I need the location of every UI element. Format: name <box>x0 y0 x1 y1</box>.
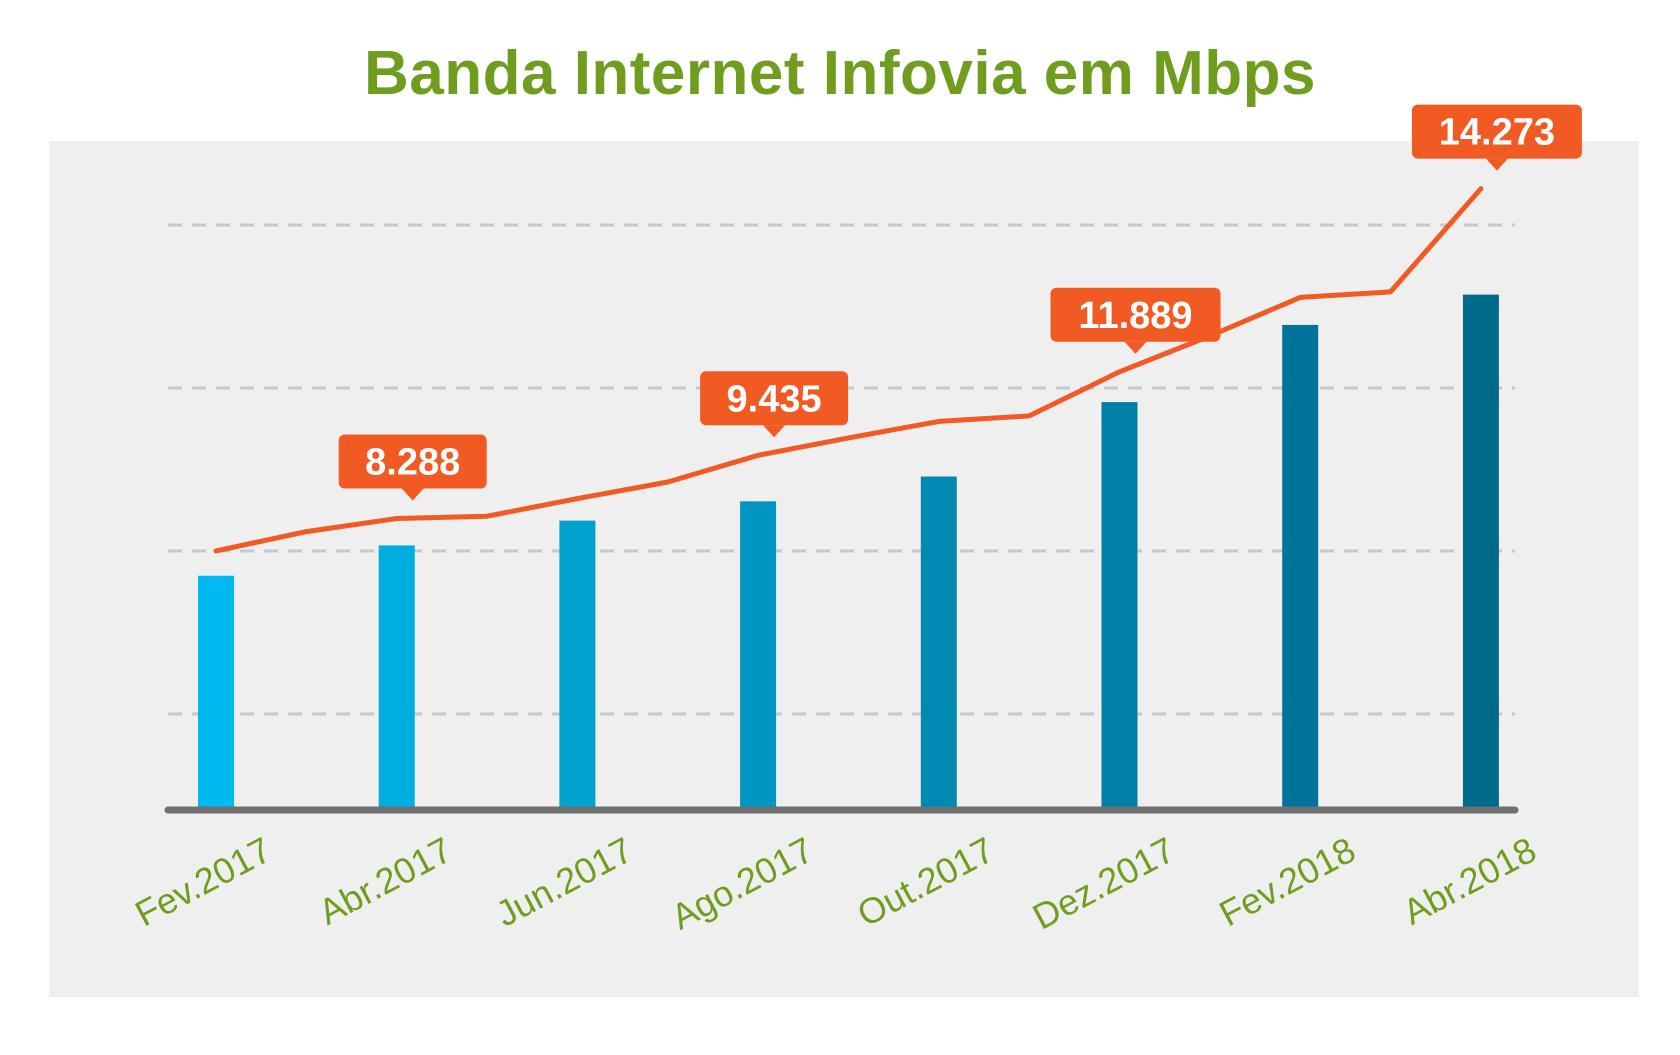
callout-pointer <box>1485 158 1508 171</box>
x-tick-Abr.2017: Abr.2017 <box>312 829 459 933</box>
callout-box <box>338 434 487 489</box>
callout-pointer <box>763 425 786 438</box>
callout-4: 14.273 <box>1411 104 1582 171</box>
bar-Fev.2018 <box>1282 324 1319 810</box>
callout-1: 8.288 <box>338 434 487 501</box>
bar-Dez.2017 <box>1101 402 1138 810</box>
callout-pointer <box>1124 341 1147 354</box>
x-tick-Ago.2017: Ago.2017 <box>664 829 819 938</box>
bars <box>198 294 1499 810</box>
callout-value: 8.288 <box>365 442 460 484</box>
callout-box <box>1050 287 1221 342</box>
x-tick-labels: Fev.2017 Abr.2017 Jun.2017 Ago.2017 Out.2017… <box>128 829 1542 938</box>
callout-2: 9.435 <box>700 371 849 438</box>
chart-panel <box>49 141 1639 997</box>
callout-pointer <box>401 488 424 501</box>
x-tick-Jun.2017: Jun.2017 <box>489 829 639 935</box>
bar-Abr.2018 <box>1462 294 1499 810</box>
bar-Abr.2017 <box>378 545 415 810</box>
callout-box <box>700 371 849 426</box>
trend-line <box>213 186 1484 554</box>
callout-3: 11.889 <box>1050 287 1221 354</box>
callouts: 8.288 9.435 11.889 14.273 <box>338 104 1582 501</box>
x-tick-Fev.2017: Fev.2017 <box>128 829 277 934</box>
bar-Fev.2017 <box>198 575 234 810</box>
bar-Out.2017 <box>920 476 957 810</box>
x-tick-Fev.2018: Fev.2018 <box>1213 829 1362 934</box>
bar-Ago.2017 <box>740 501 777 810</box>
chart-title: Banda Internet Infovia em Mbps <box>363 39 1317 108</box>
bar-Jun.2017 <box>559 520 596 810</box>
x-tick-Dez.2017: Dez.2017 <box>1026 829 1181 938</box>
callout-value: 9.435 <box>727 378 822 420</box>
x-tick-Abr.2018: Abr.2018 <box>1396 829 1543 933</box>
x-tick-Out.2017: Out.2017 <box>851 829 1001 935</box>
callout-box <box>1411 104 1582 159</box>
callout-value: 11.889 <box>1078 295 1192 337</box>
callout-value: 14.273 <box>1439 112 1555 154</box>
